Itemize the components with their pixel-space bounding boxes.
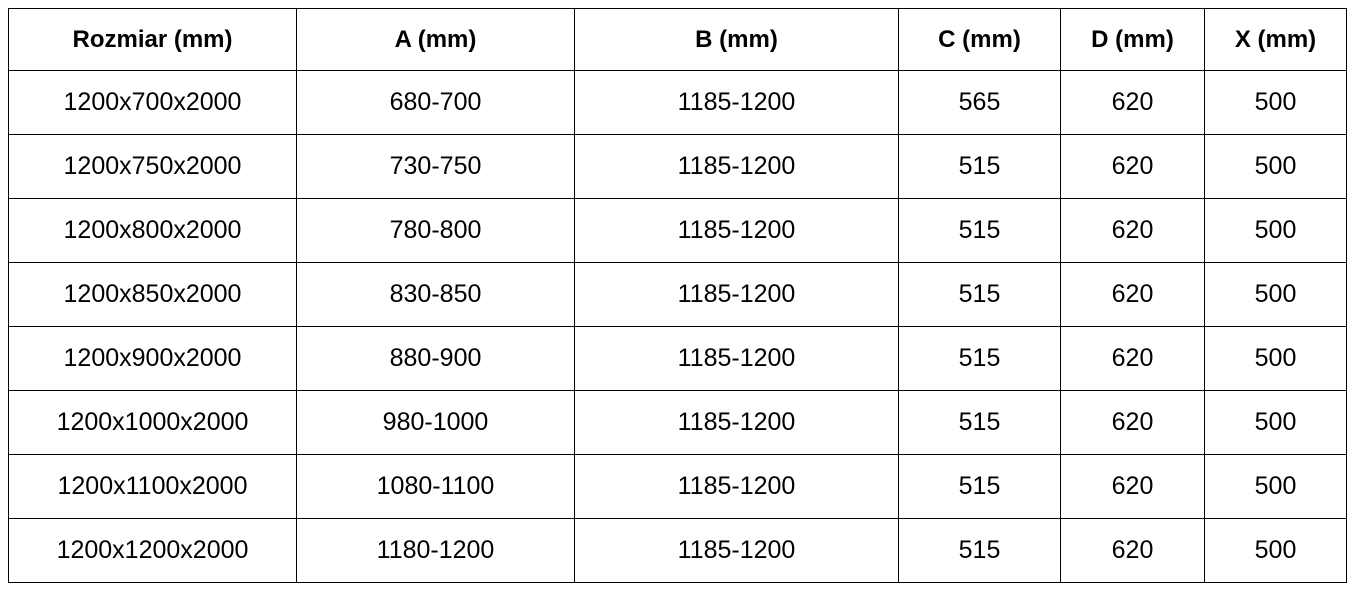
table-row: 1200x1000x2000 980-1000 1185-1200 515 620 500	[8, 390, 1347, 455]
table-cell: 500	[1204, 198, 1347, 263]
table-cell: 515	[898, 262, 1061, 327]
table-cell: 620	[1060, 326, 1205, 391]
table-cell: 680-700	[296, 70, 575, 135]
dimensions-table: Rozmiar (mm) A (mm) B (mm) C (mm) D (mm) X (m…	[8, 8, 1347, 583]
table-cell: 515	[898, 326, 1061, 391]
header-row: Rozmiar (mm) A (mm) B (mm) C (mm) D (mm) X (m…	[8, 8, 1347, 71]
table-cell: 515	[898, 134, 1061, 199]
table-row: 1200x850x2000 830-850 1185-1200 515 620 500	[8, 262, 1347, 327]
table-cell: 620	[1060, 518, 1205, 583]
table-cell: 1200x700x2000	[8, 70, 297, 135]
table-cell: 1185-1200	[574, 134, 899, 199]
table-cell: 980-1000	[296, 390, 575, 455]
table-cell: 500	[1204, 454, 1347, 519]
table-cell: 500	[1204, 262, 1347, 327]
table-cell: 1200x1100x2000	[8, 454, 297, 519]
table-row: 1200x800x2000 780-800 1185-1200 515 620 500	[8, 198, 1347, 263]
column-header: Rozmiar (mm)	[8, 8, 297, 71]
table-cell: 780-800	[296, 198, 575, 263]
table-cell: 500	[1204, 390, 1347, 455]
table-row: 1200x900x2000 880-900 1185-1200 515 620 500	[8, 326, 1347, 391]
table-cell: 1200x800x2000	[8, 198, 297, 263]
column-header: X (mm)	[1204, 8, 1347, 71]
table-cell: 515	[898, 390, 1061, 455]
table-cell: 830-850	[296, 262, 575, 327]
column-header: D (mm)	[1060, 8, 1205, 71]
table-cell: 1180-1200	[296, 518, 575, 583]
table-cell: 565	[898, 70, 1061, 135]
column-header: A (mm)	[296, 8, 575, 71]
column-header: C (mm)	[898, 8, 1061, 71]
table-cell: 620	[1060, 262, 1205, 327]
table-cell: 1185-1200	[574, 326, 899, 391]
table-cell: 1200x750x2000	[8, 134, 297, 199]
table-cell: 1200x1000x2000	[8, 390, 297, 455]
table-cell: 1185-1200	[574, 70, 899, 135]
table-cell: 500	[1204, 134, 1347, 199]
table-row: 1200x1100x2000 1080-1100 1185-1200 515 620 50…	[8, 454, 1347, 519]
table-cell: 1185-1200	[574, 390, 899, 455]
table-row: 1200x1200x2000 1180-1200 1185-1200 515 620 50…	[8, 518, 1347, 583]
table-row: 1200x750x2000 730-750 1185-1200 515 620 500	[8, 134, 1347, 199]
column-header: B (mm)	[574, 8, 899, 71]
table-cell: 620	[1060, 454, 1205, 519]
table-cell: 1185-1200	[574, 262, 899, 327]
table-cell: 1200x1200x2000	[8, 518, 297, 583]
table-cell: 1200x900x2000	[8, 326, 297, 391]
table-cell: 1200x850x2000	[8, 262, 297, 327]
table-cell: 620	[1060, 134, 1205, 199]
table-cell: 500	[1204, 70, 1347, 135]
table-cell: 515	[898, 198, 1061, 263]
table-cell: 1080-1100	[296, 454, 575, 519]
table-cell: 620	[1060, 198, 1205, 263]
table-cell: 880-900	[296, 326, 575, 391]
table-cell: 500	[1204, 326, 1347, 391]
table-cell: 620	[1060, 390, 1205, 455]
table-cell: 730-750	[296, 134, 575, 199]
table-cell: 515	[898, 518, 1061, 583]
table-cell: 500	[1204, 518, 1347, 583]
table-row: 1200x700x2000 680-700 1185-1200 565 620 500	[8, 70, 1347, 135]
table-cell: 1185-1200	[574, 454, 899, 519]
table-cell: 620	[1060, 70, 1205, 135]
table-cell: 1185-1200	[574, 198, 899, 263]
table-cell: 515	[898, 454, 1061, 519]
table-cell: 1185-1200	[574, 518, 899, 583]
